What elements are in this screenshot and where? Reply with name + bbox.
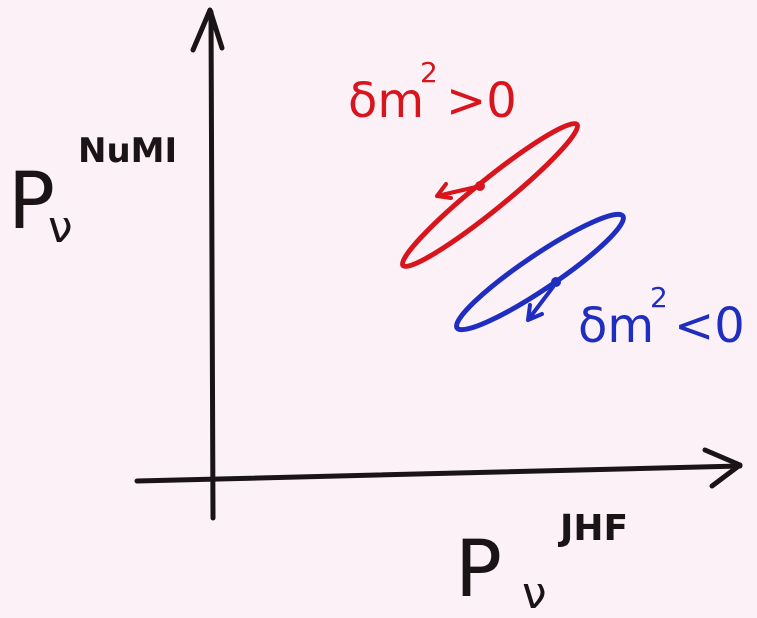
page: {"y_axis_label": {"symbol": "P", "subscr… xyxy=(0,0,757,618)
negative-label-exponent: 2 xyxy=(650,281,668,314)
positive-label-prefix: δm xyxy=(348,73,424,129)
diagram: P ν NuMI P ν JHF δm 2 >0 δm 2 <0 xyxy=(0,0,757,618)
y-label-subscript: ν xyxy=(48,202,73,253)
negative-label-relation: <0 xyxy=(674,298,745,354)
positive-label-exponent: 2 xyxy=(420,56,438,89)
x-label-symbol: P xyxy=(455,525,502,615)
x-label-subscript: ν xyxy=(522,568,547,618)
y-label-superscript: NuMI xyxy=(78,131,177,171)
x-label-superscript: JHF xyxy=(557,508,628,549)
positive-label-relation: >0 xyxy=(446,73,517,129)
negative-label-prefix: δm xyxy=(578,298,654,354)
y-axis xyxy=(211,12,213,518)
